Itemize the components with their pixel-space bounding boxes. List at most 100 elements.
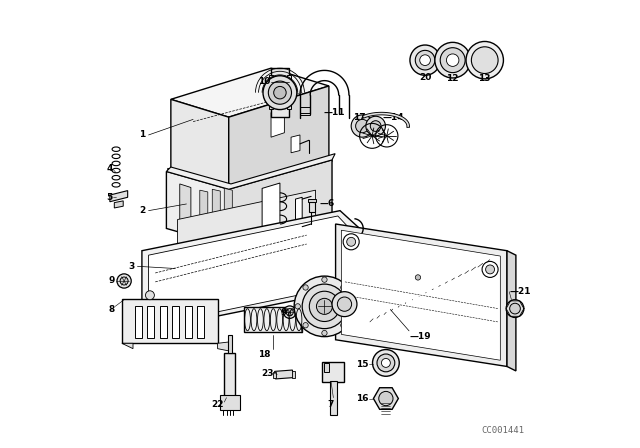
Polygon shape [341,230,500,360]
Polygon shape [244,307,302,332]
Circle shape [415,275,420,280]
Text: —6: —6 [320,199,335,208]
Polygon shape [142,211,365,327]
Text: 20: 20 [419,73,431,82]
Circle shape [379,392,393,405]
Circle shape [420,55,431,65]
Polygon shape [300,110,310,115]
Polygon shape [300,295,302,333]
Text: 10: 10 [258,77,270,86]
Circle shape [440,47,465,73]
Circle shape [486,265,495,274]
Polygon shape [507,251,516,371]
Circle shape [377,354,395,372]
Circle shape [356,119,369,133]
Circle shape [274,86,286,99]
Polygon shape [115,201,124,208]
Circle shape [347,237,356,246]
Bar [309,202,315,212]
Polygon shape [135,306,142,337]
Polygon shape [172,306,179,337]
Polygon shape [273,372,276,379]
Polygon shape [147,306,154,337]
Polygon shape [335,224,507,366]
Polygon shape [296,197,302,228]
Circle shape [346,273,355,282]
Circle shape [322,277,327,282]
Text: 7: 7 [327,400,333,409]
Circle shape [482,261,498,277]
Polygon shape [148,216,358,321]
Circle shape [349,304,354,309]
Polygon shape [228,86,329,188]
Circle shape [410,45,440,75]
Circle shape [316,298,332,314]
Circle shape [343,234,359,250]
Polygon shape [220,396,240,410]
Text: —11: —11 [324,108,345,117]
Polygon shape [291,371,294,378]
Polygon shape [291,135,300,153]
Text: 15: 15 [356,360,368,369]
Text: 16: 16 [356,394,368,403]
Text: 4: 4 [106,164,113,173]
Circle shape [268,81,291,104]
Circle shape [415,50,435,70]
Polygon shape [110,190,127,202]
Text: 23: 23 [260,369,273,378]
Circle shape [117,274,131,288]
Polygon shape [335,286,354,322]
Text: 8: 8 [108,305,115,314]
Text: CC001441: CC001441 [482,426,525,435]
Polygon shape [224,353,236,398]
Polygon shape [171,68,329,117]
Polygon shape [197,306,204,337]
Polygon shape [166,172,228,246]
Text: 9: 9 [280,308,287,317]
Text: 5: 5 [106,193,113,202]
Polygon shape [218,342,228,351]
Circle shape [381,358,390,367]
Circle shape [303,285,308,290]
Circle shape [509,303,520,314]
Text: 18: 18 [259,349,271,358]
Circle shape [302,284,347,329]
Circle shape [351,115,373,137]
Circle shape [284,306,296,319]
Circle shape [263,76,297,110]
Polygon shape [200,190,208,226]
Polygon shape [271,108,284,137]
Polygon shape [269,75,273,109]
Polygon shape [300,108,310,113]
Polygon shape [171,99,228,188]
Circle shape [466,42,504,79]
Circle shape [340,323,346,328]
Text: 2: 2 [140,206,145,215]
Polygon shape [262,183,280,228]
Circle shape [337,297,351,311]
Circle shape [472,47,498,73]
Polygon shape [185,306,192,337]
Circle shape [322,331,327,336]
Polygon shape [287,75,291,109]
Polygon shape [373,388,398,409]
Text: —19: —19 [409,332,431,341]
Polygon shape [330,381,337,415]
Circle shape [294,276,355,336]
Bar [308,199,316,202]
Polygon shape [166,154,335,189]
Circle shape [340,285,346,290]
Text: 22: 22 [211,400,223,409]
Polygon shape [180,184,191,223]
Polygon shape [271,68,289,117]
Text: —14: —14 [382,112,404,122]
Text: 17: 17 [353,112,366,122]
Polygon shape [228,160,332,246]
Polygon shape [322,362,344,382]
Circle shape [303,323,308,328]
Circle shape [332,292,357,317]
Polygon shape [212,189,220,225]
Circle shape [372,349,399,376]
Circle shape [371,121,381,131]
Polygon shape [122,299,218,343]
